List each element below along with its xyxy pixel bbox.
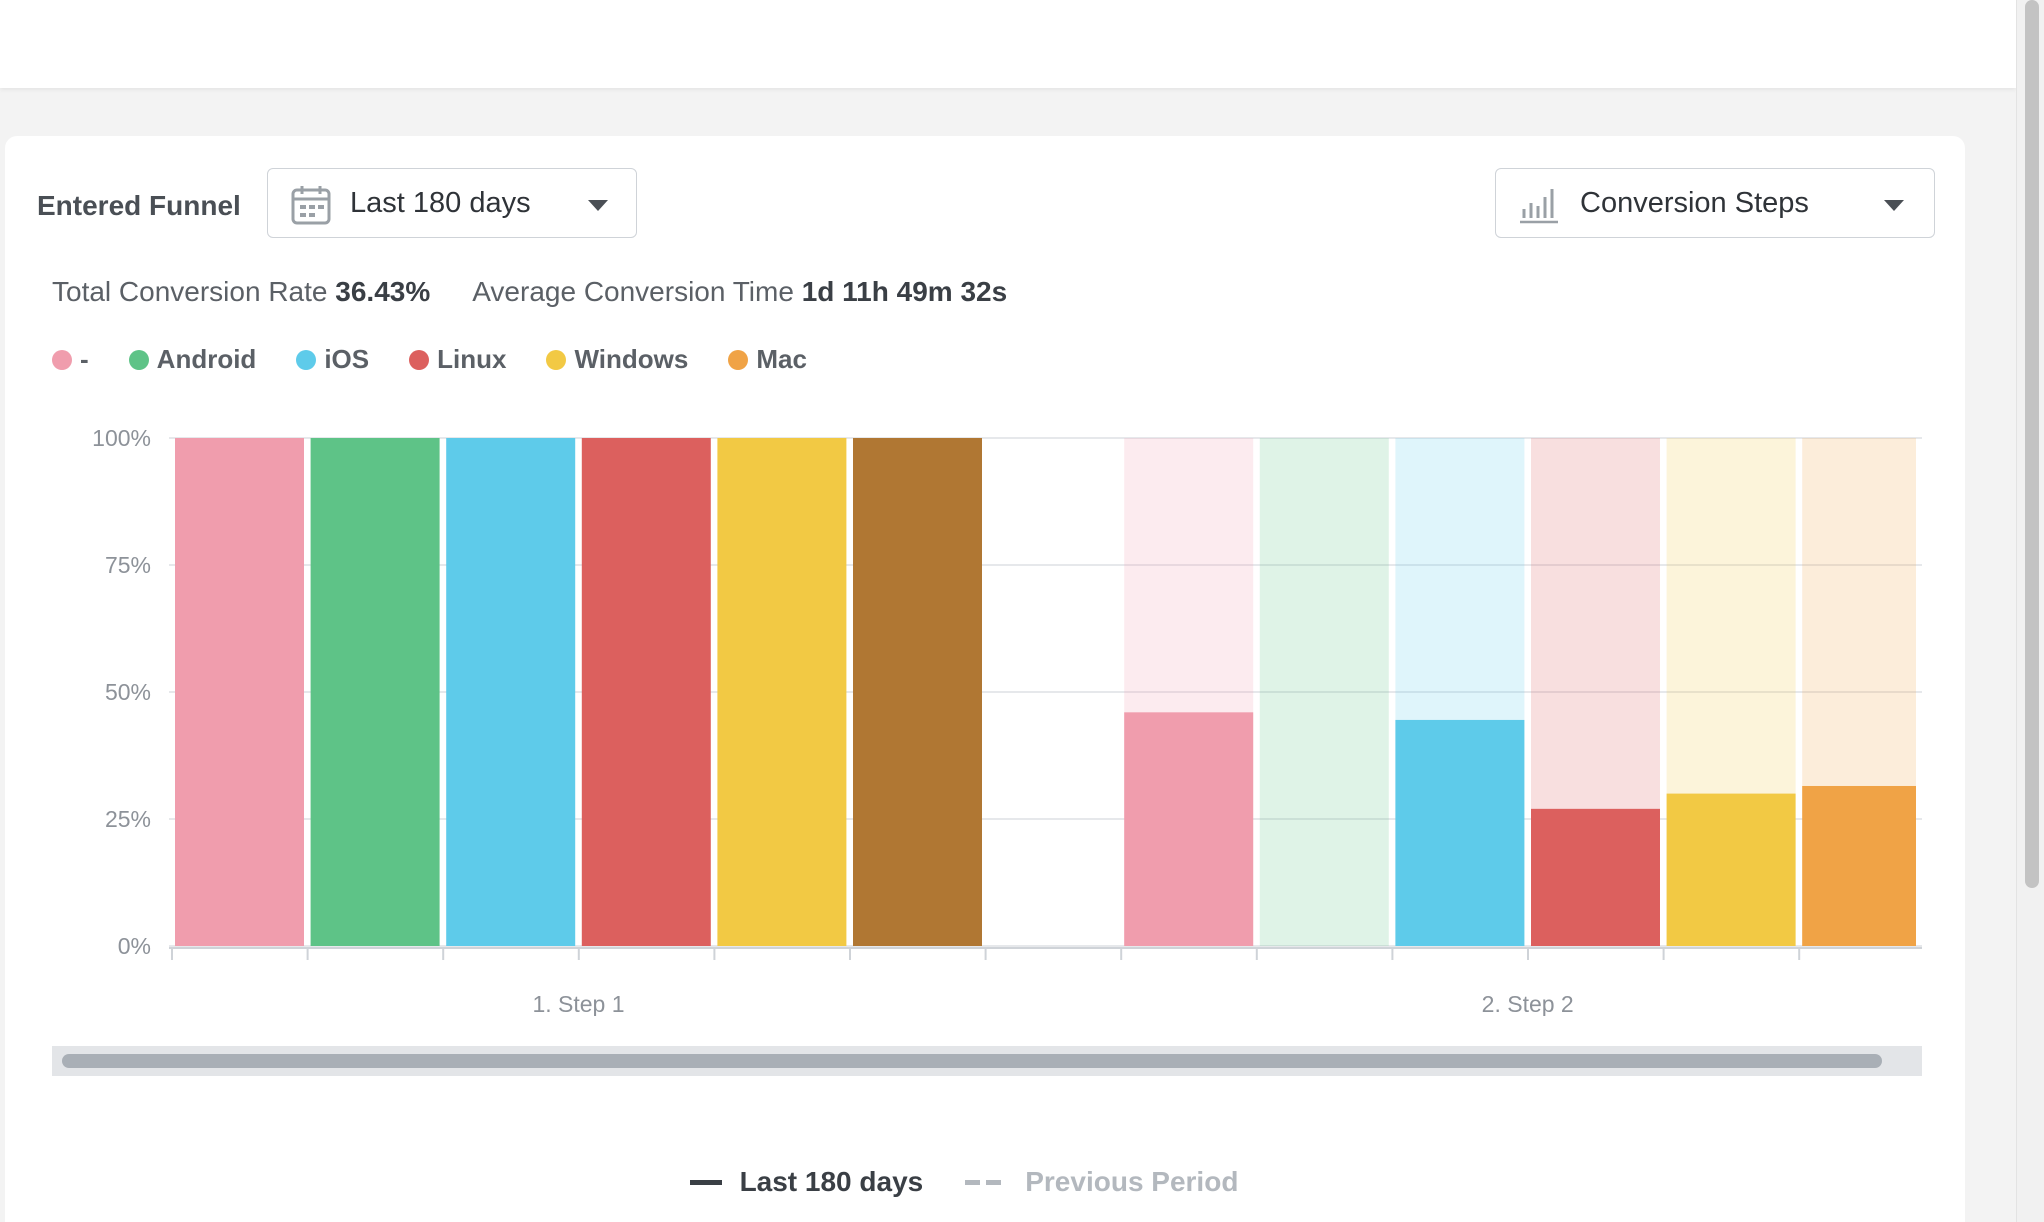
bar <box>446 438 576 946</box>
bar <box>175 438 304 946</box>
legend-label: - <box>80 344 89 374</box>
date-range-dropdown[interactable]: Last 180 days <box>267 168 637 238</box>
bar <box>310 438 440 946</box>
legend-label: iOS <box>324 344 370 374</box>
legend-label: Android <box>156 344 257 374</box>
top-bar <box>0 0 2016 88</box>
dashed-line-icon <box>965 1179 1007 1185</box>
x-category-label: 2. Step 2 <box>1482 991 1574 1016</box>
solid-line-icon <box>689 1179 722 1185</box>
legend-item[interactable]: iOS <box>296 344 369 375</box>
legend-dot <box>409 349 430 370</box>
bar <box>1802 785 1916 946</box>
legend-item[interactable]: - <box>52 344 89 375</box>
legend-dot <box>52 349 72 370</box>
bar <box>1666 793 1796 946</box>
funnel-bar-chart: 0% 25% 50% 75% 100% 1. Step 1 2. Step 2 <box>92 425 1922 1016</box>
page-scrollbar[interactable] <box>2016 0 2044 1222</box>
bar <box>853 438 982 946</box>
legend-item[interactable]: Android <box>128 344 257 375</box>
chart-legend: - Android iOS Linux Windows Mac <box>52 344 847 375</box>
funnel-label: Entered Funnel <box>37 190 241 221</box>
period-legend-previous-label: Previous Period <box>1025 1166 1239 1197</box>
legend-label: Mac <box>756 344 807 374</box>
y-tick-label: 100% <box>92 425 151 451</box>
chevron-down-icon <box>588 200 608 211</box>
y-tick-label: 50% <box>105 679 151 705</box>
view-mode-value: Conversion Steps <box>1580 187 1809 219</box>
bar <box>1531 808 1660 946</box>
bar <box>717 438 847 946</box>
legend-dot <box>296 349 317 370</box>
bar <box>1124 712 1254 946</box>
conversion-stats: Total Conversion Rate 36.43% Average Con… <box>52 276 1007 308</box>
y-tick-label: 75% <box>105 552 151 578</box>
total-conversion-value: 36.43% <box>335 276 431 307</box>
legend-dot <box>728 349 749 370</box>
legend-item[interactable]: Mac <box>728 344 807 375</box>
bar-chart-icon <box>1518 184 1560 231</box>
period-legend-current[interactable]: Last 180 days <box>689 1166 924 1198</box>
period-legend-previous[interactable]: Previous Period <box>965 1166 1238 1198</box>
calendar-icon <box>290 184 332 231</box>
legend-item[interactable]: Windows <box>546 344 688 375</box>
bar <box>1395 719 1525 946</box>
chevron-down-icon <box>1884 200 1904 211</box>
chart-horizontal-scrollbar[interactable] <box>52 1046 1922 1076</box>
legend-label: Linux <box>437 344 507 374</box>
y-tick-label: 25% <box>105 806 151 832</box>
y-tick-label: 0% <box>118 933 151 959</box>
bar <box>581 438 711 946</box>
legend-dot <box>546 349 567 370</box>
avg-time-value: 1d 11h 49m 32s <box>801 276 1008 307</box>
legend-dot <box>128 349 149 370</box>
page-scrollbar-thumb[interactable] <box>2025 0 2039 888</box>
avg-time-label: Average Conversion Time <box>472 276 794 307</box>
view-mode-dropdown[interactable]: Conversion Steps <box>1495 168 1935 238</box>
funnel-card: Entered Funnel Last 180 days <box>5 136 1965 1222</box>
legend-item[interactable]: Linux <box>409 344 506 375</box>
legend-label: Windows <box>574 344 689 374</box>
total-conversion-label: Total Conversion Rate <box>52 276 328 307</box>
period-legend-current-label: Last 180 days <box>739 1166 924 1197</box>
chart-scrollbar-thumb[interactable] <box>62 1054 1882 1068</box>
date-range-value: Last 180 days <box>350 187 531 219</box>
bar-background <box>1259 438 1389 946</box>
x-category-label: 1. Step 1 <box>532 991 624 1016</box>
period-legend: Last 180 days Previous Period <box>5 1166 1965 1198</box>
